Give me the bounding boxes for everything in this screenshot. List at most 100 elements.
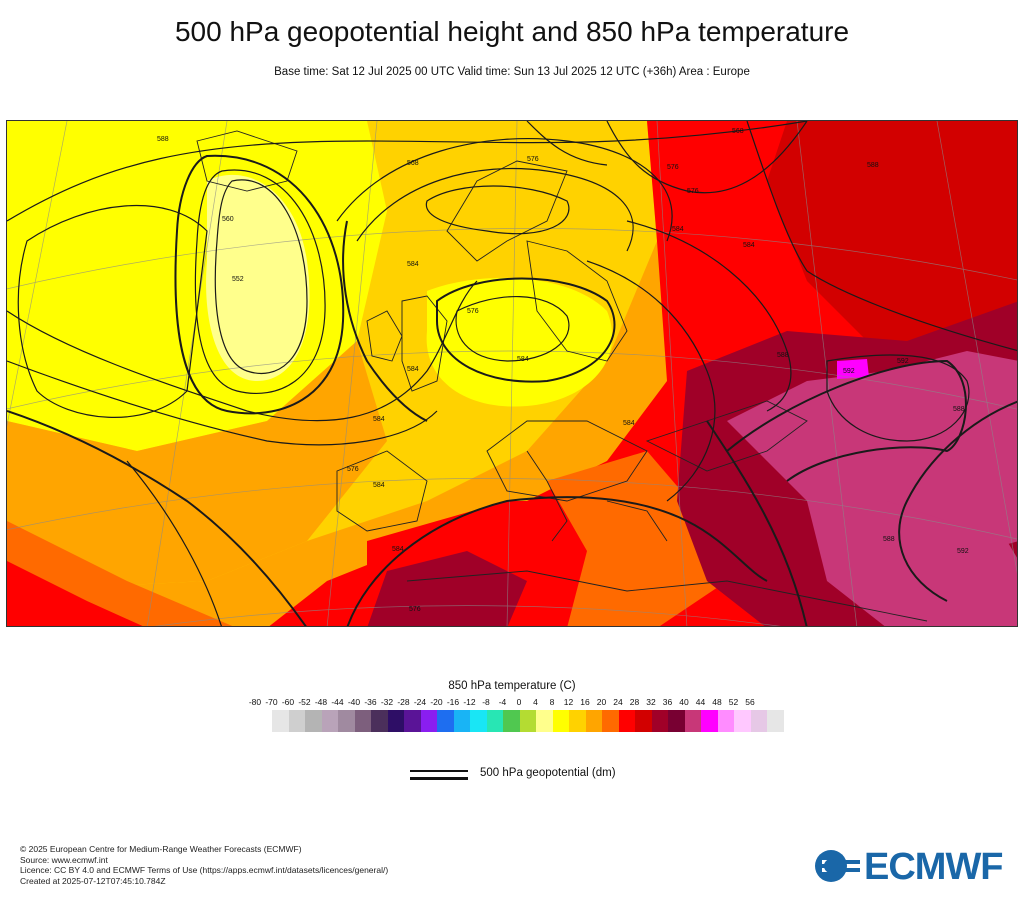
ecmwf-logo: ECMWF bbox=[814, 846, 1009, 888]
ecmwf-logo-mark bbox=[815, 850, 860, 882]
legend-tick-label: -70 bbox=[265, 697, 278, 707]
legend-title: 850 hPa temperature (C) bbox=[448, 680, 576, 692]
legend-color-swatch bbox=[635, 710, 652, 732]
legend-color-swatch bbox=[272, 710, 289, 732]
contour-label: 568 bbox=[732, 128, 744, 135]
legend-color-swatch bbox=[585, 710, 602, 732]
legend-color-swatch bbox=[486, 710, 503, 732]
geopotential-legend-line-thin bbox=[410, 770, 468, 772]
contour-label: 588 bbox=[157, 136, 169, 143]
legend-tick-label: -28 bbox=[397, 697, 410, 707]
legend-color-swatch bbox=[684, 710, 701, 732]
legend-tick-label: 20 bbox=[596, 697, 607, 707]
legend-tick-label: 36 bbox=[662, 697, 673, 707]
legend-tick-label: -52 bbox=[298, 697, 311, 707]
contour-label: 576 bbox=[667, 164, 679, 171]
legend-color-swatch bbox=[503, 710, 520, 732]
legend-color-swatch bbox=[519, 710, 536, 732]
footer-source: Source: www.ecmwf.int bbox=[20, 854, 108, 865]
contour-label: 584 bbox=[623, 420, 635, 427]
cool-area-central bbox=[426, 277, 613, 407]
legend-color-swatch bbox=[288, 710, 305, 732]
legend-color-swatch bbox=[420, 710, 437, 732]
contour-label: 576 bbox=[347, 466, 359, 473]
legend-color-swatch bbox=[618, 710, 635, 732]
legend-tick-label: 0 bbox=[516, 697, 522, 707]
legend-tick-label: 24 bbox=[613, 697, 623, 707]
legend-color-swatch bbox=[767, 710, 784, 732]
legend-color-swatch bbox=[602, 710, 619, 732]
chart-title: 500 hPa geopotential height and 850 hPa … bbox=[174, 16, 850, 47]
contour-label: 592 bbox=[843, 368, 855, 375]
legend-tick-label: 12 bbox=[563, 697, 574, 707]
temperature-field-red-sw bbox=[7, 561, 143, 626]
legend-tick-label: -40 bbox=[347, 697, 361, 707]
contour-label: 576 bbox=[409, 606, 421, 613]
legend-color-swatch bbox=[338, 710, 355, 732]
legend-tick-label: 48 bbox=[712, 697, 722, 707]
legend-color-swatch bbox=[453, 710, 470, 732]
legend-color-swatch bbox=[668, 710, 685, 732]
legend-tick-label: -80 bbox=[248, 697, 262, 707]
legend-color-swatch bbox=[404, 710, 421, 732]
contour-label: 588 bbox=[867, 162, 879, 169]
contour-label: 592 bbox=[897, 358, 909, 365]
contour-label: 588 bbox=[883, 536, 895, 543]
chart-subtitle: Base time: Sat 12 Jul 2025 00 UTC Valid … bbox=[274, 66, 750, 78]
temperature-field-pink-south bbox=[807, 501, 1017, 626]
legend-color-swatch bbox=[701, 710, 718, 732]
legend-color-swatch bbox=[717, 710, 734, 732]
geopotential-contours bbox=[7, 121, 1017, 626]
legend-tick-label: 8 bbox=[549, 697, 555, 707]
legend-tick-label: -12 bbox=[463, 697, 476, 707]
contour-label: 584 bbox=[743, 242, 755, 249]
legend-color-bar bbox=[272, 710, 784, 732]
legend-color-swatch bbox=[536, 710, 553, 732]
legend-color-swatch bbox=[387, 710, 404, 732]
temperature-field-orange-west bbox=[7, 341, 387, 591]
contour-label: 584 bbox=[672, 226, 684, 233]
coastlines bbox=[196, 130, 928, 622]
legend-tick-label: 44 bbox=[695, 697, 706, 707]
contour-label: 584 bbox=[407, 261, 419, 268]
legend-tick-label: -32 bbox=[380, 697, 394, 707]
contour-label: 584 bbox=[373, 482, 385, 489]
legend-color-swatch bbox=[651, 710, 668, 732]
legend-tick-label: -24 bbox=[413, 697, 427, 707]
legend-color-swatch bbox=[371, 710, 388, 732]
contour-label: 560 bbox=[222, 216, 234, 223]
legend-tick-label: 52 bbox=[728, 697, 739, 707]
temperature-field-maroon-south bbox=[367, 551, 527, 626]
geopotential-legend-label: 500 hPa geopotential (dm) bbox=[480, 767, 616, 779]
graticule bbox=[7, 121, 1017, 626]
legend-tick-label: -48 bbox=[314, 697, 328, 707]
legend-tick-label: -16 bbox=[446, 697, 460, 707]
legend-color-swatch bbox=[750, 710, 767, 732]
legend-color-swatch bbox=[569, 710, 586, 732]
legend-color-swatch bbox=[305, 710, 322, 732]
legend-color-swatch bbox=[470, 710, 487, 732]
contour-label: 576 bbox=[527, 156, 539, 163]
weather-map: 588 560 576 584 552 568 576 584 576 584 … bbox=[6, 120, 1018, 627]
contour-label: 588 bbox=[953, 406, 965, 413]
legend-tick-label: 32 bbox=[646, 697, 656, 707]
ecmwf-logo-text: ECMWF bbox=[864, 846, 1004, 888]
legend-color-swatch bbox=[321, 710, 338, 732]
contour-label: 584 bbox=[517, 356, 529, 363]
legend-tick-label: -36 bbox=[364, 697, 377, 707]
contour-label-group: 588 560 576 584 552 568 576 584 576 584 … bbox=[157, 128, 969, 613]
contour-label: 576 bbox=[467, 308, 479, 315]
legend-color-swatch bbox=[354, 710, 371, 732]
legend-color-swatch bbox=[437, 710, 454, 732]
temperature-field-bright-yellow bbox=[7, 121, 387, 451]
footer-credits: © 2025 European Centre for Medium-Range … bbox=[20, 844, 388, 886]
legend-tick-label: -44 bbox=[331, 697, 344, 707]
contour-label: 584 bbox=[373, 416, 385, 423]
legend-tick-label: 40 bbox=[679, 697, 689, 707]
legend-color-swatch bbox=[552, 710, 569, 732]
legend-color-swatch bbox=[734, 710, 751, 732]
legend-tick-label: 4 bbox=[533, 697, 538, 707]
contour-label: 584 bbox=[392, 546, 404, 553]
legend-tick-label: -60 bbox=[281, 697, 295, 707]
contour-label: 584 bbox=[407, 366, 419, 373]
